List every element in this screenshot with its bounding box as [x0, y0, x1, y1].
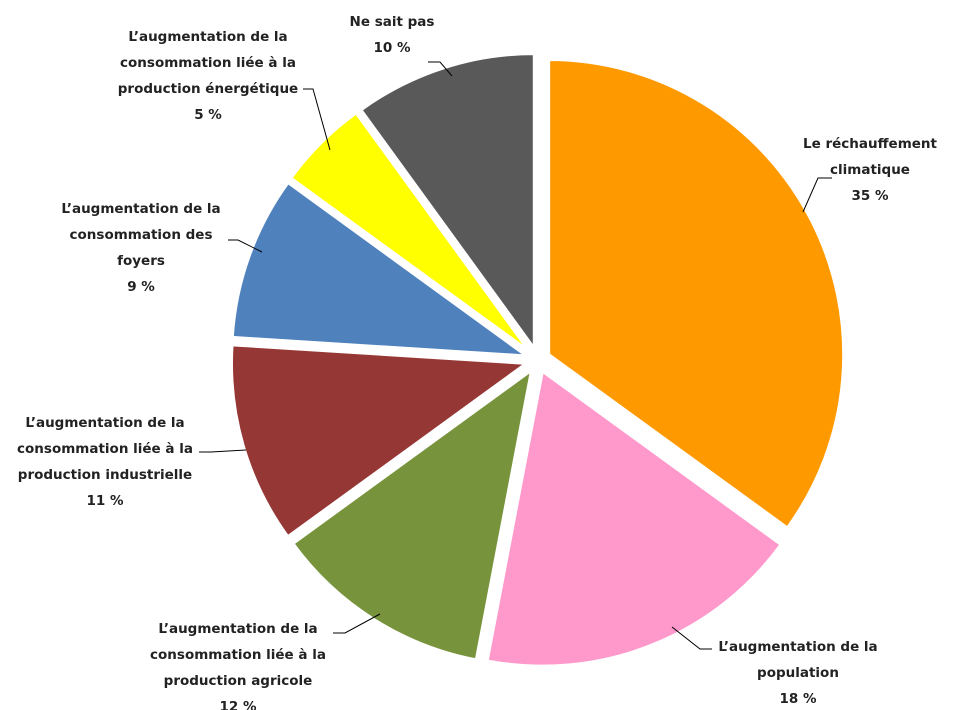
slice-label-line: consommation liée à la: [150, 647, 326, 663]
slice-label-line: Ne sait pas: [350, 14, 435, 30]
leader-line: [228, 239, 263, 253]
leader-line: [428, 61, 453, 77]
slice-l-augmentation-de-la-consommation-liee-a-la-production-industrielle: [230, 343, 531, 539]
slice-labels: Le réchauffement climatique 35 % L’augmenta…: [17, 14, 937, 710]
leader-line: [199, 449, 247, 453]
slice-label-line: L’augmentation de la: [61, 201, 220, 217]
slice-l-augmentation-de-la-population: [485, 368, 784, 668]
slice-label: L’augmentation de la population 18 %: [718, 639, 877, 707]
slice-l-augmentation-de-la-consommation-des-foyers: [230, 180, 532, 358]
slice-label-line: production énergétique: [118, 81, 298, 97]
slice-l-augmentation-de-la-consommation-liee-a-la-production-energetique: [288, 110, 531, 353]
slice-label-line: consommation liée à la: [17, 441, 193, 457]
slice-le-rechauffement-climatique: [547, 58, 846, 531]
slice-ne-sait-pas: [358, 52, 536, 354]
slice-percent: 10 %: [373, 40, 410, 56]
leader-line: [802, 177, 832, 213]
slice-label-line: L’augmentation de la: [128, 29, 287, 45]
slice-label-line: population: [757, 665, 839, 681]
leader-line: [671, 626, 712, 650]
slice-label: L’augmentation de la consommation liée à …: [17, 415, 193, 509]
leader-line: [303, 88, 331, 151]
slice-label: L’augmentation de la consommation liée à …: [150, 621, 326, 710]
leader-lines: [199, 61, 832, 650]
leader-line: [333, 613, 381, 634]
slice-label-line: foyers: [117, 253, 165, 269]
slice-l-augmentation-de-la-consommation-liee-a-la-production-agricole: [290, 366, 534, 662]
pie-slices: [230, 52, 846, 668]
slice-label: Ne sait pas 10 %: [350, 14, 435, 56]
slice-label-line: L’augmentation de la: [718, 639, 877, 655]
slice-percent: 5 %: [194, 107, 222, 123]
slice-label-line: L’augmentation de la: [25, 415, 184, 431]
slice-percent: 35 %: [851, 188, 888, 204]
slice-label-line: climatique: [830, 162, 910, 178]
slice-percent: 11 %: [86, 493, 123, 509]
slice-label: Le réchauffement climatique 35 %: [803, 136, 938, 204]
slice-label-line: production agricole: [164, 673, 313, 689]
slice-label-line: consommation des: [70, 227, 213, 243]
slice-label-line: production industrielle: [18, 467, 192, 483]
slice-label-line: Le réchauffement: [803, 136, 938, 152]
slice-label-line: L’augmentation de la: [158, 621, 317, 637]
slice-label-line: consommation liée à la: [120, 55, 296, 71]
slice-percent: 9 %: [127, 279, 155, 295]
slice-percent: 18 %: [779, 691, 816, 707]
slice-percent: 12 %: [219, 699, 256, 710]
slice-label: L’augmentation de la consommation des foye…: [61, 201, 220, 295]
slice-label: L’augmentation de la consommation liée à …: [118, 29, 298, 123]
